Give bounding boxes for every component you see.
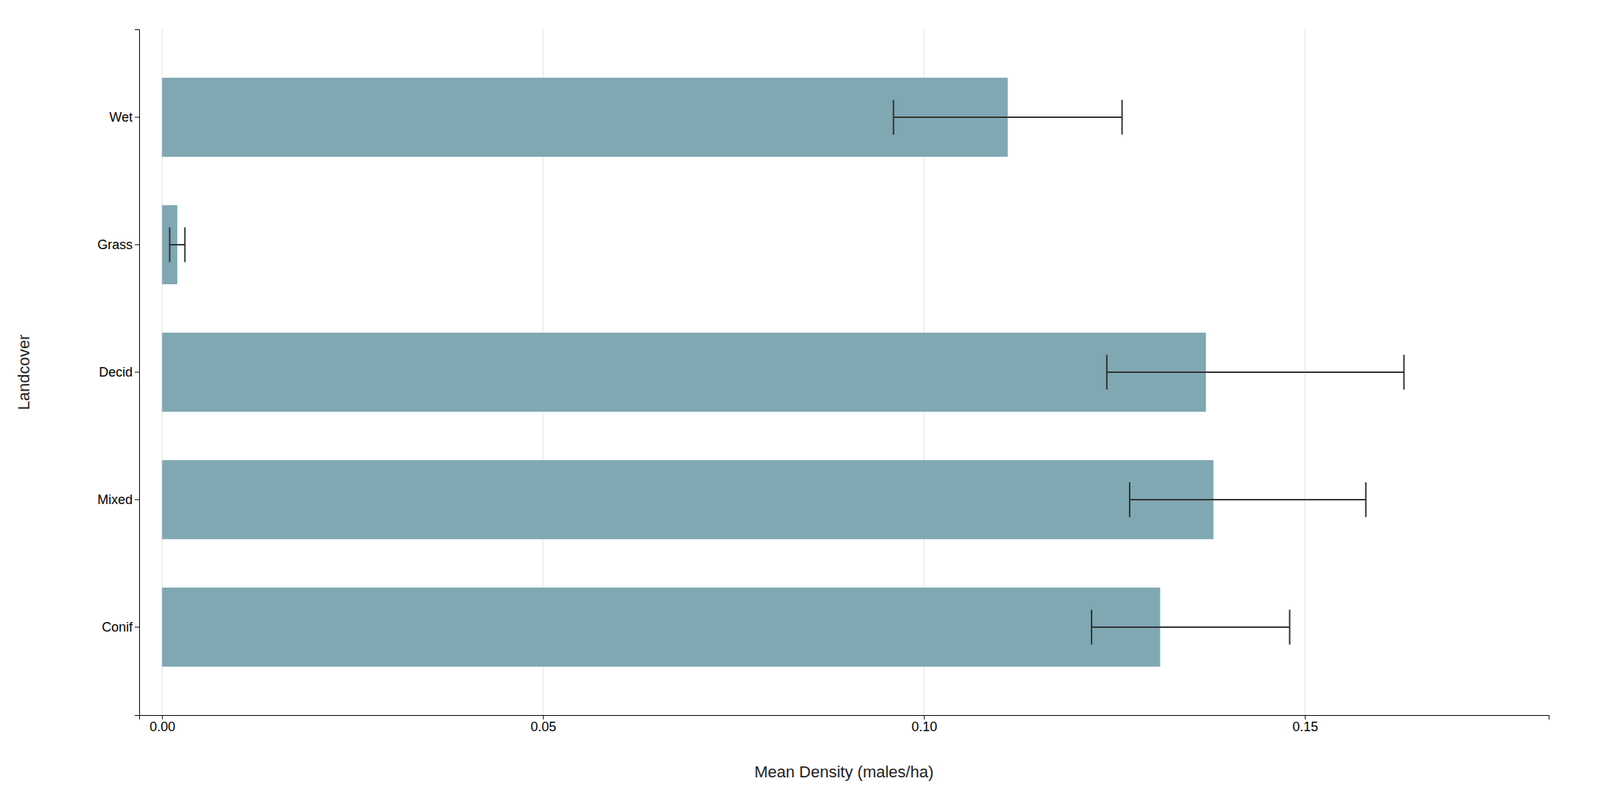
tick-mark [134, 498, 140, 500]
plot: 0.00 0.05 0.10 0.15 Wet Grass Decid Mixed Conif [97, 29, 1550, 735]
tick: 0.05 [530, 715, 557, 735]
marks [161, 77, 1404, 667]
error-bar-line [893, 116, 1123, 118]
bar [161, 587, 1160, 667]
error-bar [1106, 354, 1405, 390]
error-bar-line [169, 243, 186, 246]
error-bar-cap [1121, 99, 1124, 135]
error-bar-cap [893, 99, 895, 135]
error-bar-cap [1106, 354, 1108, 390]
error-bar-cap [183, 227, 186, 262]
tick-mark [134, 244, 140, 246]
y-axis: Wet Grass Decid Mixed Conif [97, 30, 140, 716]
error-bar-cap [169, 227, 171, 262]
tick: 0.15 [1292, 715, 1318, 735]
tick-mark [134, 626, 140, 628]
error-bar-cap [1090, 609, 1093, 644]
tick: Mixed [97, 492, 140, 507]
x-axis: 0.00 0.05 0.10 0.15 [139, 715, 1550, 735]
y-axis-title: Landcover [14, 334, 33, 411]
tick-label: Decid [98, 364, 133, 380]
tick: Grass [97, 237, 140, 253]
tick: 0.10 [911, 715, 937, 735]
tick-label: Wet [109, 109, 133, 125]
tick-label: Mixed [97, 492, 133, 507]
error-bar-cap [1364, 482, 1367, 517]
tick: 0.00 [149, 715, 176, 735]
chart: 0.00 0.05 0.10 0.15 Wet Grass Decid Mixed Conif M… [0, 0, 1600, 803]
x-axis-title: Mean Density (males/ha) [754, 762, 935, 781]
error-bar [1129, 482, 1366, 517]
error-bar [893, 99, 1123, 135]
tick-label: 0.10 [911, 719, 937, 735]
tick-mark [134, 117, 140, 118]
error-bar-line [1091, 626, 1290, 628]
error-bar-line [1129, 498, 1366, 501]
error-bar-line [1106, 371, 1405, 373]
tick-mark [134, 372, 140, 373]
tick-label: Grass [97, 237, 133, 253]
tick-label: 0.15 [1292, 719, 1318, 735]
bar [161, 77, 1008, 157]
error-bar-cap [1288, 609, 1291, 644]
tick-label: Conif [101, 619, 134, 635]
bar [161, 332, 1206, 412]
axis-line [139, 715, 1550, 721]
tick: Wet [109, 109, 140, 125]
tick-label: 0.05 [530, 719, 557, 735]
error-bar-cap [1402, 354, 1405, 390]
tick: Decid [98, 364, 140, 380]
error-bar-cap [1128, 482, 1131, 517]
bar [161, 460, 1214, 540]
axis-line [134, 30, 140, 716]
error-bar [169, 227, 186, 262]
tick: Conif [101, 619, 140, 635]
tick-label: 0.00 [149, 719, 176, 735]
error-bar [1091, 609, 1290, 644]
